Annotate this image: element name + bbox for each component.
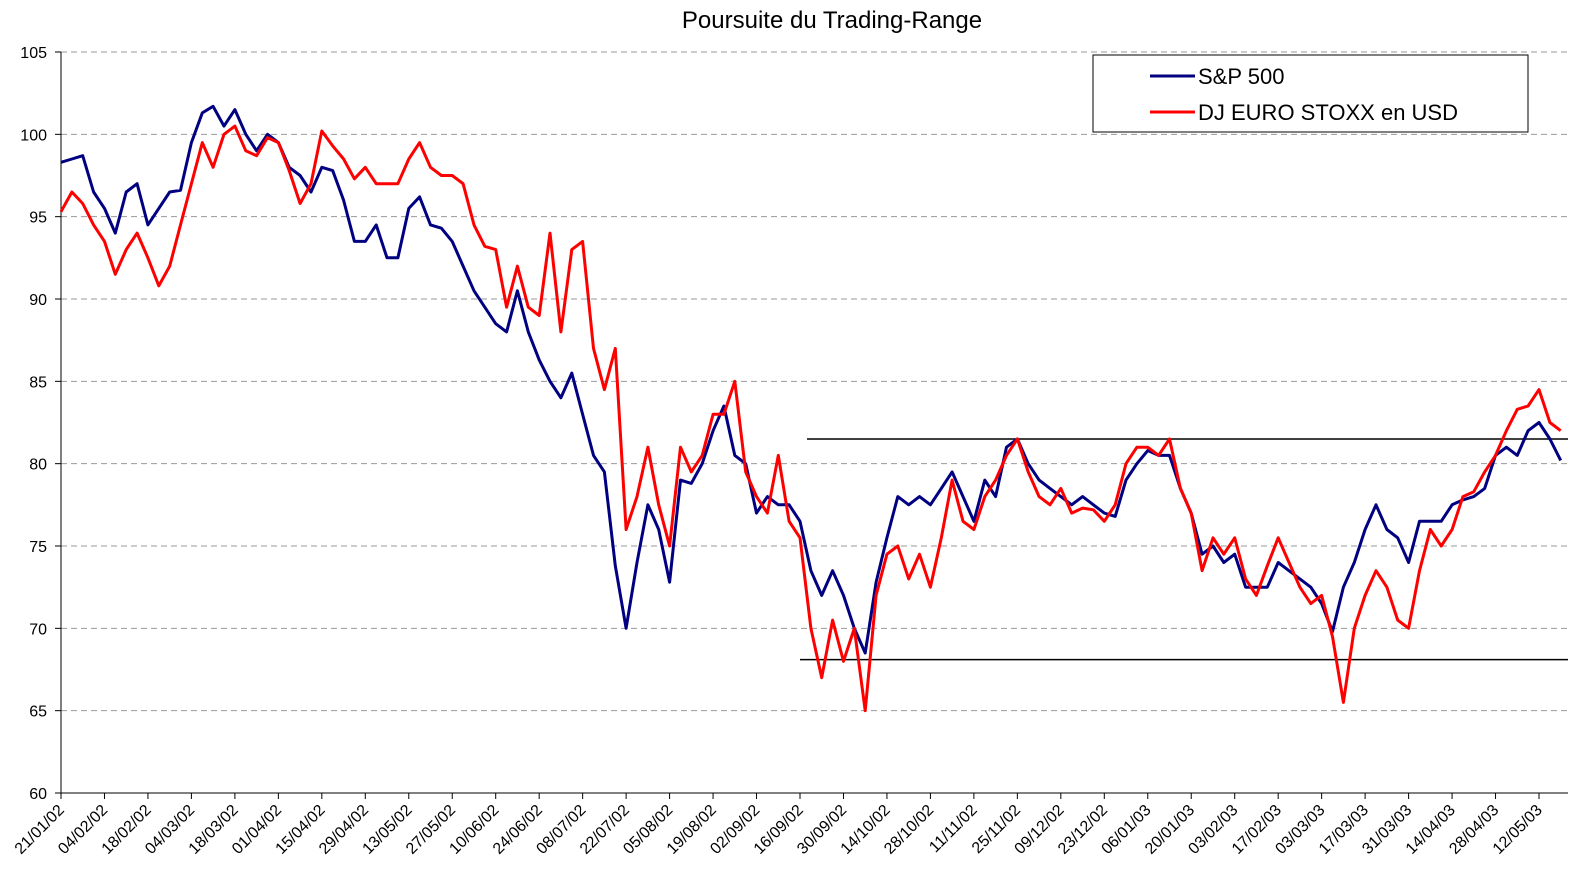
legend-label: DJ EURO STOXX en USD [1198,100,1458,125]
y-tick-label: 105 [20,45,47,62]
y-tick-label: 80 [29,457,47,474]
y-tick-label: 60 [29,786,47,803]
legend: S&P 500 DJ EURO STOXX en USD [1092,54,1529,133]
series-line [60,104,1563,655]
y-tick-label: 65 [29,704,47,721]
series-line [59,124,1562,713]
y-tick-label: 85 [29,374,47,391]
y-tick-label: 70 [29,621,47,638]
legend-label: S&P 500 [1198,64,1284,89]
chart-title: Poursuite du Trading-Range [682,7,982,34]
y-tick-label: 100 [20,127,47,144]
y-tick-label: 95 [29,210,47,227]
y-tick-label: 90 [29,292,47,309]
legend-box [1092,54,1529,133]
y-tick-label: 75 [29,539,47,556]
